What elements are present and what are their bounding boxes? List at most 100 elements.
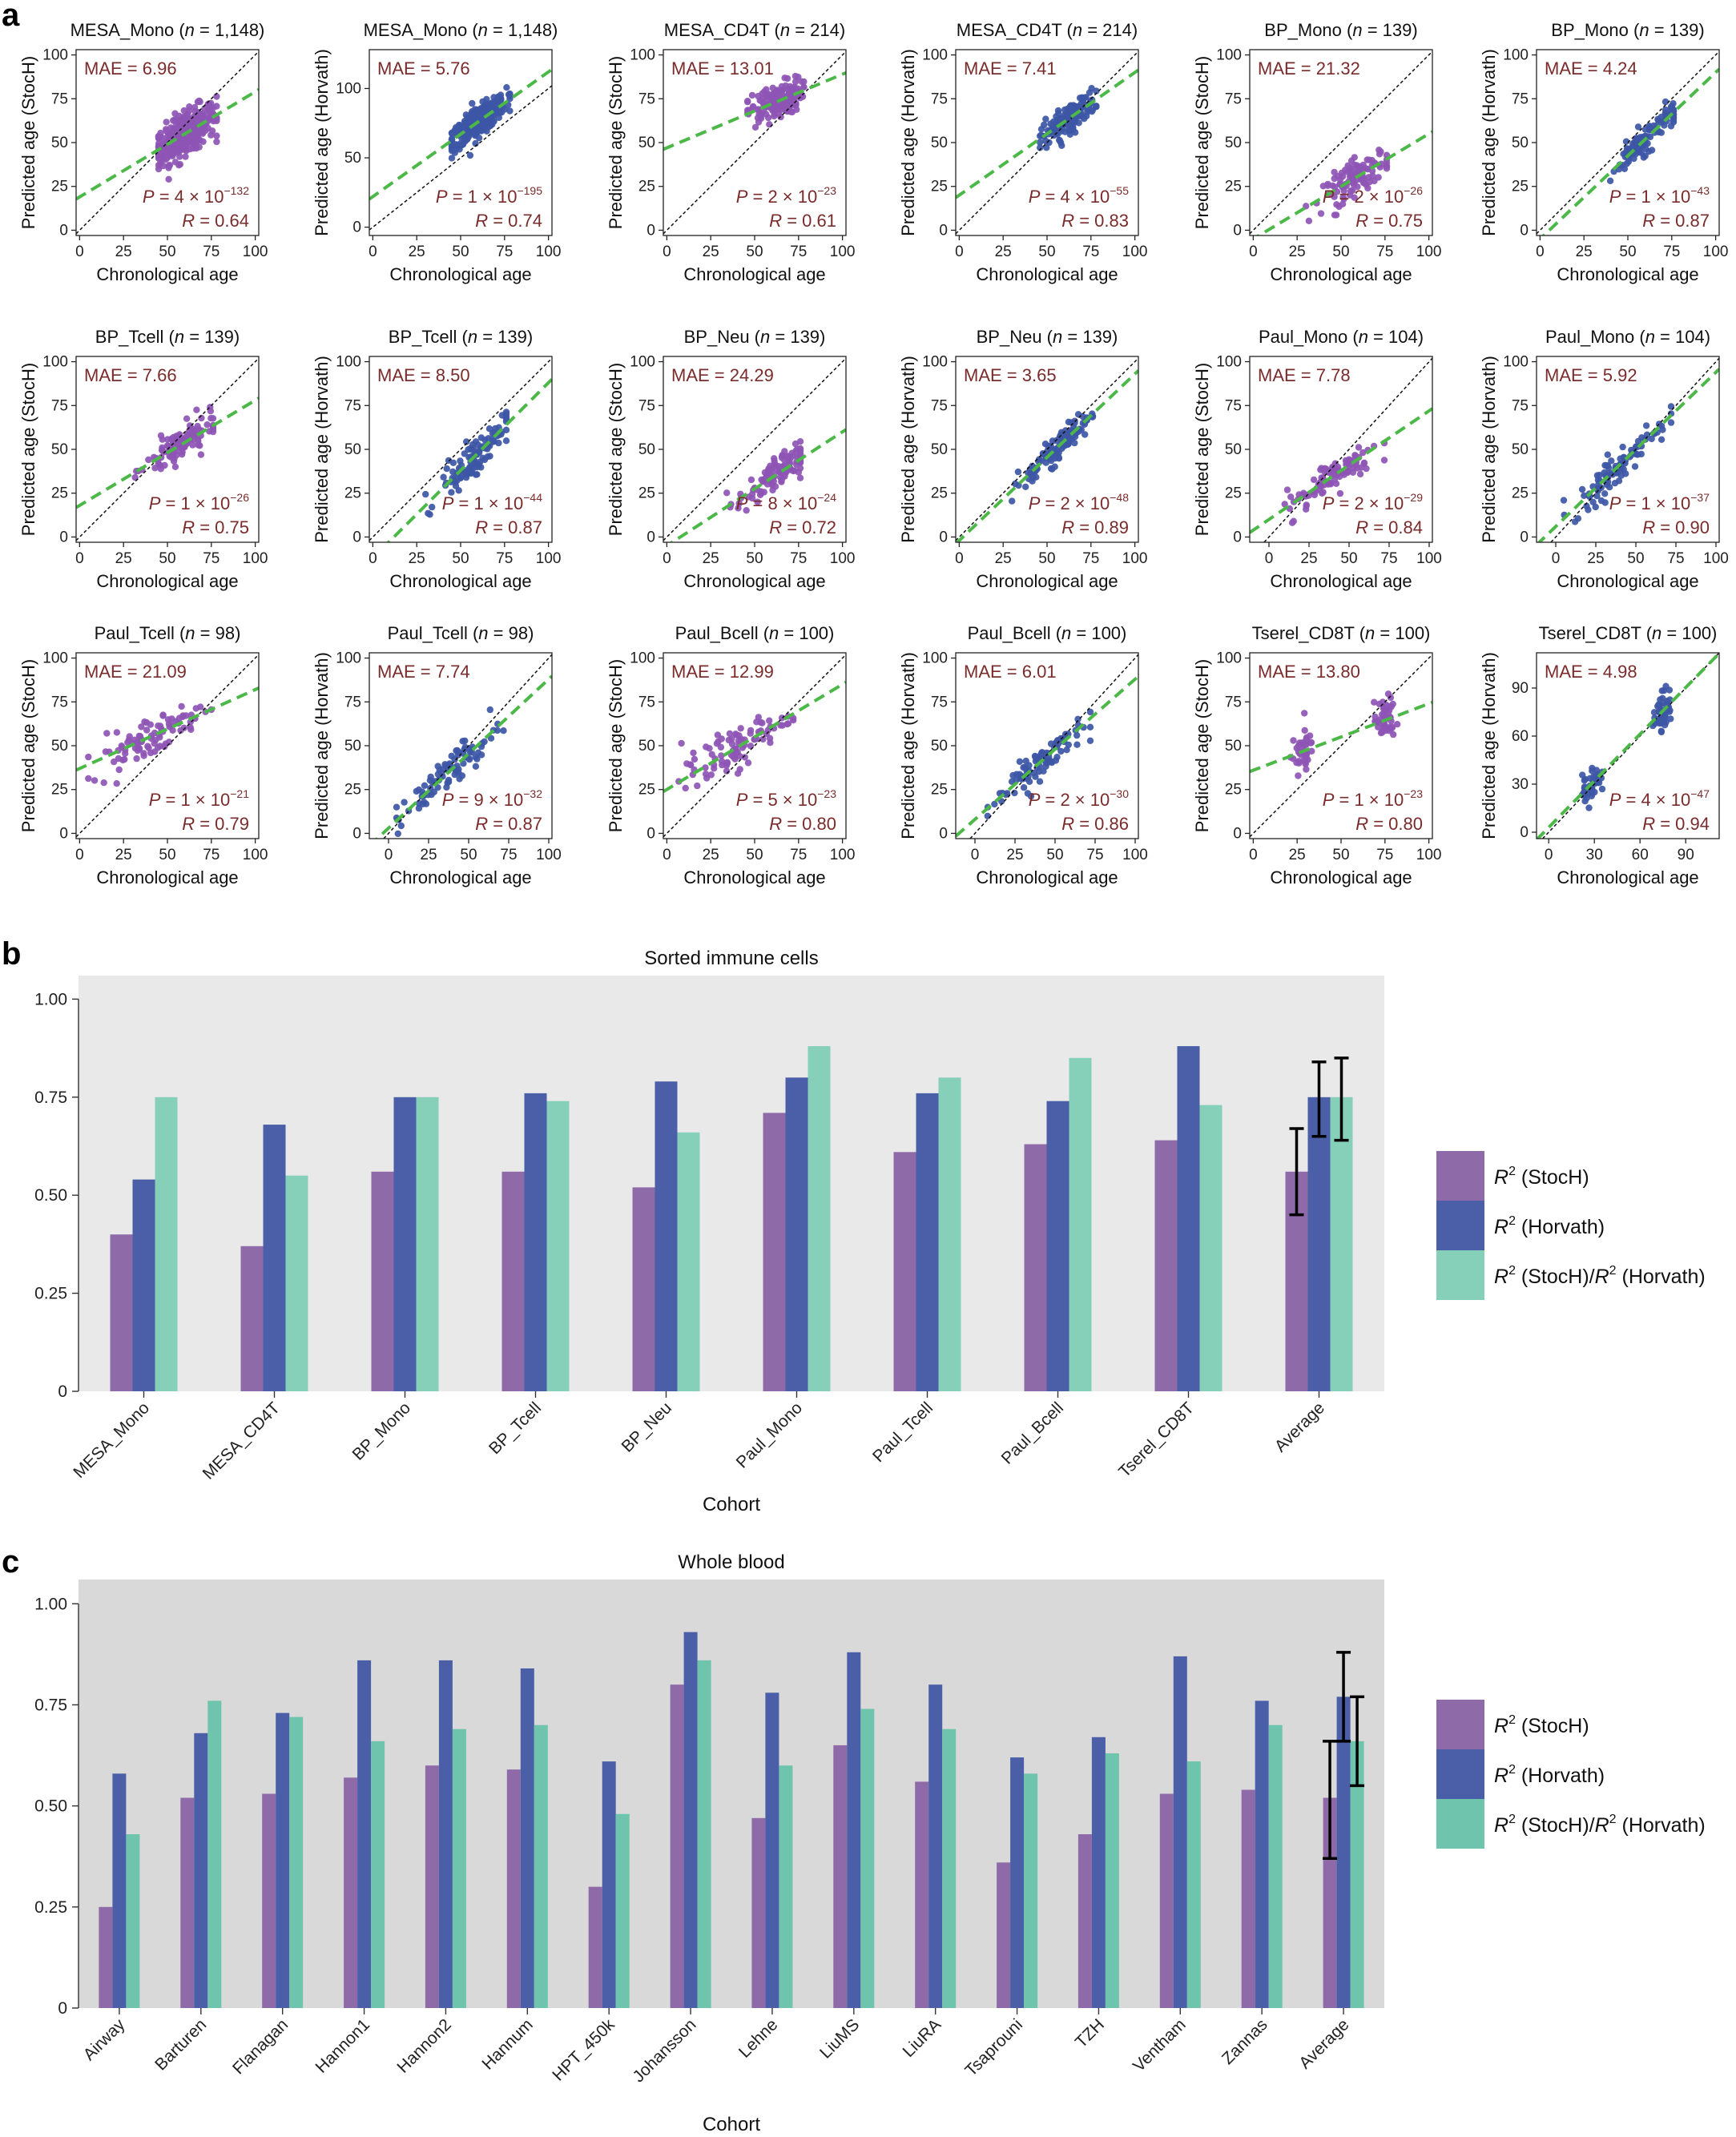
bar-stoch — [180, 1797, 195, 2008]
scatter-point — [196, 136, 203, 144]
scatter-point — [135, 745, 143, 752]
scatter-point — [1357, 163, 1364, 171]
bar-stoch — [1241, 1789, 1255, 2008]
x-tick-label: 100 — [1416, 550, 1442, 567]
bar-horvath — [276, 1712, 290, 2008]
regression-line — [1250, 407, 1432, 534]
scatter-point — [1605, 464, 1613, 471]
r-value: = 0.87 — [488, 814, 542, 834]
y-axis-label: Predicted age (StocH) — [606, 56, 626, 229]
subplot-title-n-symbol: n — [769, 623, 779, 643]
bar-horvath — [1091, 1737, 1106, 2008]
p-mantissa: = 1 × 10 — [448, 187, 518, 207]
y-tick-label: 0.50 — [34, 1186, 67, 1205]
p-mantissa: = 2 × 10 — [1334, 187, 1404, 207]
legend-text-part: (StocH) — [1516, 1166, 1589, 1189]
scatter-point — [161, 743, 168, 751]
y-tick-label: 0 — [352, 219, 361, 236]
p-symbol: P — [736, 790, 748, 810]
r-value: = 0.83 — [1074, 211, 1129, 231]
subplot-plot-area — [956, 654, 1138, 839]
subplot-title-count: = 104) — [1655, 327, 1710, 347]
subplot-plot-area — [76, 50, 259, 235]
scatter-point — [488, 103, 495, 110]
bar-horvath — [1173, 1656, 1187, 2008]
scatter-point — [1606, 177, 1614, 184]
scatter-point — [1331, 193, 1338, 200]
identity-line — [1250, 50, 1432, 235]
subplot-plot-area — [76, 654, 259, 838]
scatter-point — [1368, 167, 1376, 175]
y-tick-label: 100 — [42, 47, 68, 64]
p-value-annotation: P = 1 × 10−23 — [1323, 787, 1424, 810]
scatter-point — [1032, 753, 1039, 760]
scatter-point — [1052, 453, 1059, 460]
scatter-point — [195, 128, 203, 135]
scatter-point — [1667, 715, 1674, 722]
scatter-points — [448, 84, 514, 162]
y-tick-label: 50 — [638, 738, 655, 755]
x-tick-label: Ventham — [1130, 2015, 1190, 2075]
subplot-title: Tserel_CD8T (n = 100) — [1539, 623, 1718, 643]
subplot-title: MESA_Mono (n = 1,148) — [70, 20, 265, 40]
subplot-title-n-symbol: n — [1073, 20, 1082, 40]
scatter-point — [1581, 775, 1589, 783]
x-axis-label: Chronological age — [389, 867, 531, 887]
subplot-title: Paul_Mono (n = 104) — [1545, 327, 1710, 347]
scatter-point — [764, 114, 772, 122]
x-axis-label: Chronological age — [1270, 571, 1412, 591]
y-tick-label: 25 — [344, 485, 361, 502]
scatter-point — [1379, 698, 1387, 706]
scatter-point — [443, 783, 450, 791]
y-axis-label: Predicted age (StocH) — [18, 659, 38, 832]
scatter-point — [191, 103, 199, 111]
p-value-annotation: P = 1 × 10−21 — [149, 787, 250, 810]
scatter-point — [723, 767, 731, 775]
scatter-point — [1632, 443, 1640, 450]
bar-stoch — [893, 1152, 916, 1391]
scatter-point — [135, 732, 143, 740]
x-tick-label: LiuMS — [816, 2015, 863, 2062]
scatter-point — [1617, 472, 1625, 479]
scatter-point — [126, 733, 133, 740]
scatter-point — [1081, 94, 1089, 102]
subplot-plot-area — [1537, 357, 1719, 542]
x-tick-label: 75 — [1086, 847, 1103, 863]
y-tick-label: 75 — [344, 397, 361, 414]
y-tick-label: 50 — [1225, 135, 1242, 151]
scatter-point — [682, 784, 689, 792]
x-axis-label: Chronological age — [976, 264, 1118, 284]
subplot-title: BP_Neu (n = 139) — [684, 327, 826, 347]
legend-label-ratio: R2 (StocH)/R2 (Horvath) — [1494, 1813, 1706, 1837]
scatter-point — [190, 145, 197, 152]
scatter-point — [1384, 690, 1392, 698]
scatter-subplot: 0 30 60 90 0 30 60 90 Tserel_CD8T (n = 100) Chron… — [1479, 623, 1720, 887]
bar-stoch — [501, 1171, 525, 1391]
scatter-point — [1295, 772, 1302, 779]
x-tick-label: 50 — [746, 847, 763, 863]
x-tick-label: 100 — [536, 847, 562, 863]
subplot-plot-area — [1537, 653, 1719, 839]
scatter-point — [1307, 738, 1315, 747]
y-tick-label: 25 — [1512, 179, 1529, 195]
x-tick-label: 25 — [115, 550, 132, 567]
x-tick-label: 25 — [409, 550, 425, 567]
scatter-point — [790, 467, 797, 475]
scatter-point — [1619, 443, 1626, 451]
legend-text-part: (Horvath) — [1617, 1266, 1706, 1288]
scatter-point — [1589, 767, 1596, 775]
scatter-points — [155, 93, 220, 183]
legend-swatch-stoch — [1436, 1700, 1484, 1749]
scatter-point — [1394, 721, 1401, 728]
scatter-point — [1305, 217, 1313, 224]
subplot-title-count: = 139) — [184, 327, 240, 347]
x-tick-label: 75 — [1082, 243, 1099, 260]
scatter-point — [1331, 183, 1339, 191]
mae-annotation: MAE = 7.66 — [84, 365, 177, 385]
scatter-point — [1633, 147, 1641, 155]
scatter-subplot: 0 25 50 75 100 0 25 50 75 100 Paul_Mono (n = 104) C… — [1192, 327, 1442, 591]
scatter-point — [766, 734, 774, 742]
scatter-point — [714, 731, 722, 738]
bar-ratio — [808, 1046, 831, 1391]
mae-annotation: MAE = 7.41 — [964, 58, 1057, 78]
